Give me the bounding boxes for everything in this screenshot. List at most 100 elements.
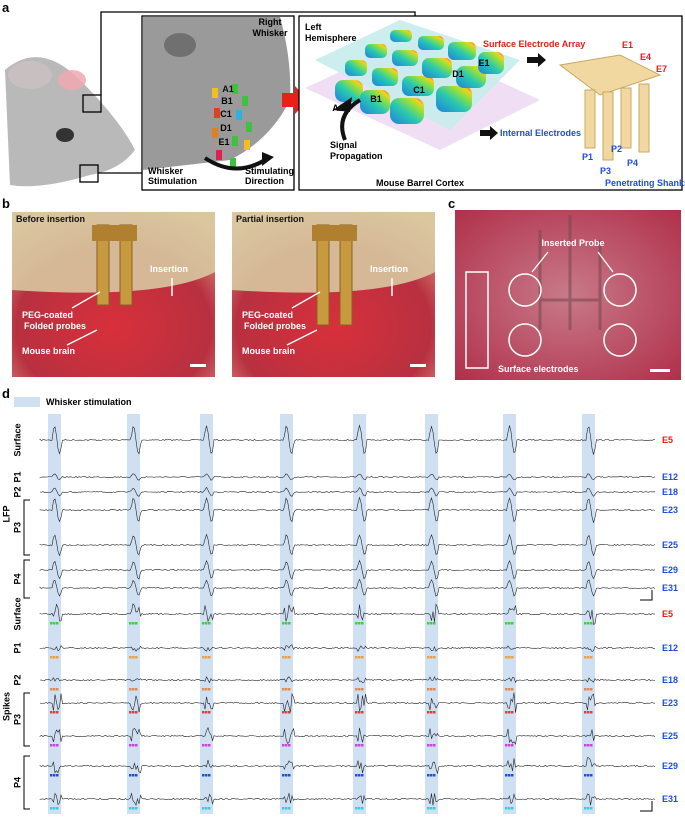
- scale-bar: [650, 369, 670, 372]
- spike-marker: [285, 711, 288, 714]
- spike-marker: [430, 711, 433, 714]
- spike-marker: [505, 688, 508, 691]
- spike-marker: [511, 688, 514, 691]
- spike-marker: [361, 688, 364, 691]
- spike-marker: [129, 688, 132, 691]
- spike-marker: [56, 744, 59, 747]
- label: P4: [627, 158, 638, 168]
- spike-marker: [590, 622, 593, 625]
- spike-marker: [50, 807, 53, 810]
- spike-marker: [355, 774, 358, 777]
- bracket: [23, 755, 30, 810]
- spike-marker: [587, 744, 590, 747]
- spike-marker: [358, 688, 361, 691]
- spike-marker: [50, 711, 53, 714]
- panel-label: b: [2, 196, 10, 211]
- label: C1: [220, 109, 232, 119]
- group-label: P4: [12, 777, 22, 788]
- spike-marker: [282, 656, 285, 659]
- spike-marker: [511, 711, 514, 714]
- spike-marker: [202, 622, 205, 625]
- shape: [360, 90, 390, 114]
- label-line: Whisker: [252, 28, 288, 38]
- shape: [242, 96, 248, 106]
- label: D1: [452, 69, 464, 79]
- group-label: P3: [12, 522, 22, 533]
- spike-marker: [355, 744, 358, 747]
- spike-marker: [53, 622, 56, 625]
- channel-label: E18: [662, 675, 678, 685]
- spike-marker: [129, 744, 132, 747]
- spike-marker: [361, 656, 364, 659]
- spike-marker: [288, 711, 291, 714]
- shape: [236, 110, 242, 120]
- spike-marker: [511, 656, 514, 659]
- photo-title: Before insertion: [16, 214, 85, 224]
- spike-marker: [427, 656, 430, 659]
- spike-marker: [355, 688, 358, 691]
- channel-label: E29: [662, 565, 678, 575]
- label-line: Left: [305, 22, 322, 32]
- spike-marker: [508, 688, 511, 691]
- spike-marker: [282, 711, 285, 714]
- spike-marker: [129, 807, 132, 810]
- shape: [244, 140, 250, 150]
- spike-marker: [135, 807, 138, 810]
- spike-marker: [208, 688, 211, 691]
- arrow: [286, 329, 318, 346]
- group-label: Surface: [12, 597, 22, 630]
- shape: [392, 50, 418, 66]
- spike-marker: [135, 711, 138, 714]
- channel-label: E29: [662, 761, 678, 771]
- mouse-head: [5, 57, 135, 187]
- spike-marker: [590, 807, 593, 810]
- label: E1: [622, 40, 633, 50]
- label-line: Hemisphere: [305, 33, 357, 43]
- spike-marker: [282, 774, 285, 777]
- channel-label: E18: [662, 487, 678, 497]
- spike-marker: [430, 744, 433, 747]
- spike-marker: [584, 774, 587, 777]
- spike-marker: [135, 744, 138, 747]
- arrow: [480, 126, 498, 140]
- spike-marker: [590, 744, 593, 747]
- spike-marker: [288, 774, 291, 777]
- spike-marker: [282, 622, 285, 625]
- spike-marker: [129, 656, 132, 659]
- spike-marker: [56, 688, 59, 691]
- shape: [214, 108, 220, 118]
- spike-marker: [208, 656, 211, 659]
- cortex-area: [58, 70, 86, 90]
- spike-marker: [202, 688, 205, 691]
- spike-marker: [430, 622, 433, 625]
- trace: [39, 603, 656, 625]
- shape: [365, 44, 387, 58]
- spike-marker: [584, 622, 587, 625]
- group-label: P2: [12, 674, 22, 685]
- spike-marker: [50, 656, 53, 659]
- spike-marker: [590, 688, 593, 691]
- label: C1: [413, 85, 425, 95]
- zoom-box: [82, 94, 102, 113]
- spike-marker: [208, 622, 211, 625]
- spike-marker: [433, 656, 436, 659]
- spike-marker: [288, 622, 291, 625]
- group-label: P1: [12, 642, 22, 653]
- trace: [39, 486, 656, 497]
- spike-marker: [427, 744, 430, 747]
- spike-marker: [505, 807, 508, 810]
- shape: [216, 150, 222, 160]
- label: E7: [656, 64, 667, 74]
- shape: [418, 36, 444, 50]
- background: [232, 212, 435, 293]
- photo-title: Partial insertion: [236, 214, 304, 224]
- spike-marker: [430, 807, 433, 810]
- spike-marker: [129, 622, 132, 625]
- shape: [335, 80, 363, 102]
- label: D1: [220, 123, 232, 133]
- label-line: Whisker: [148, 166, 184, 176]
- label: Inserted Probe: [541, 238, 604, 248]
- group-label: P2: [12, 486, 22, 497]
- spike-marker: [511, 622, 514, 625]
- spike-marker: [590, 656, 593, 659]
